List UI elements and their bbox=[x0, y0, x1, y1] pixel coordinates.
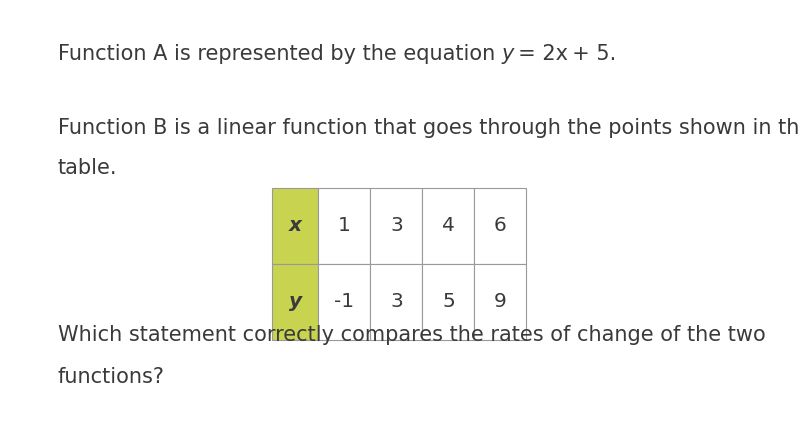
Bar bbox=[318, 264, 370, 340]
Text: 3: 3 bbox=[390, 292, 402, 311]
Text: x: x bbox=[289, 216, 302, 235]
Bar bbox=[474, 264, 526, 340]
Bar bbox=[370, 264, 422, 340]
Text: functions?: functions? bbox=[58, 367, 165, 387]
Text: 3: 3 bbox=[390, 216, 402, 235]
Text: 6: 6 bbox=[494, 216, 506, 235]
Text: 1: 1 bbox=[338, 216, 351, 235]
Bar bbox=[272, 188, 318, 264]
Text: y: y bbox=[502, 44, 514, 64]
Text: -1: -1 bbox=[334, 292, 354, 311]
Text: Function A is represented by the equation: Function A is represented by the equatio… bbox=[58, 44, 502, 64]
Text: Function B is a linear function that goes through the points shown in the: Function B is a linear function that goe… bbox=[58, 118, 800, 138]
Bar bbox=[370, 188, 422, 264]
Bar bbox=[422, 188, 474, 264]
Bar bbox=[318, 188, 370, 264]
Text: y: y bbox=[289, 292, 302, 311]
Text: = 2x + 5.: = 2x + 5. bbox=[514, 44, 616, 64]
Text: Which statement correctly compares the rates of change of the two: Which statement correctly compares the r… bbox=[58, 325, 766, 345]
Text: 4: 4 bbox=[442, 216, 455, 235]
Text: 5: 5 bbox=[442, 292, 454, 311]
Text: 9: 9 bbox=[494, 292, 506, 311]
Bar bbox=[474, 188, 526, 264]
Text: table.: table. bbox=[58, 158, 117, 178]
Bar bbox=[422, 264, 474, 340]
Bar bbox=[272, 264, 318, 340]
